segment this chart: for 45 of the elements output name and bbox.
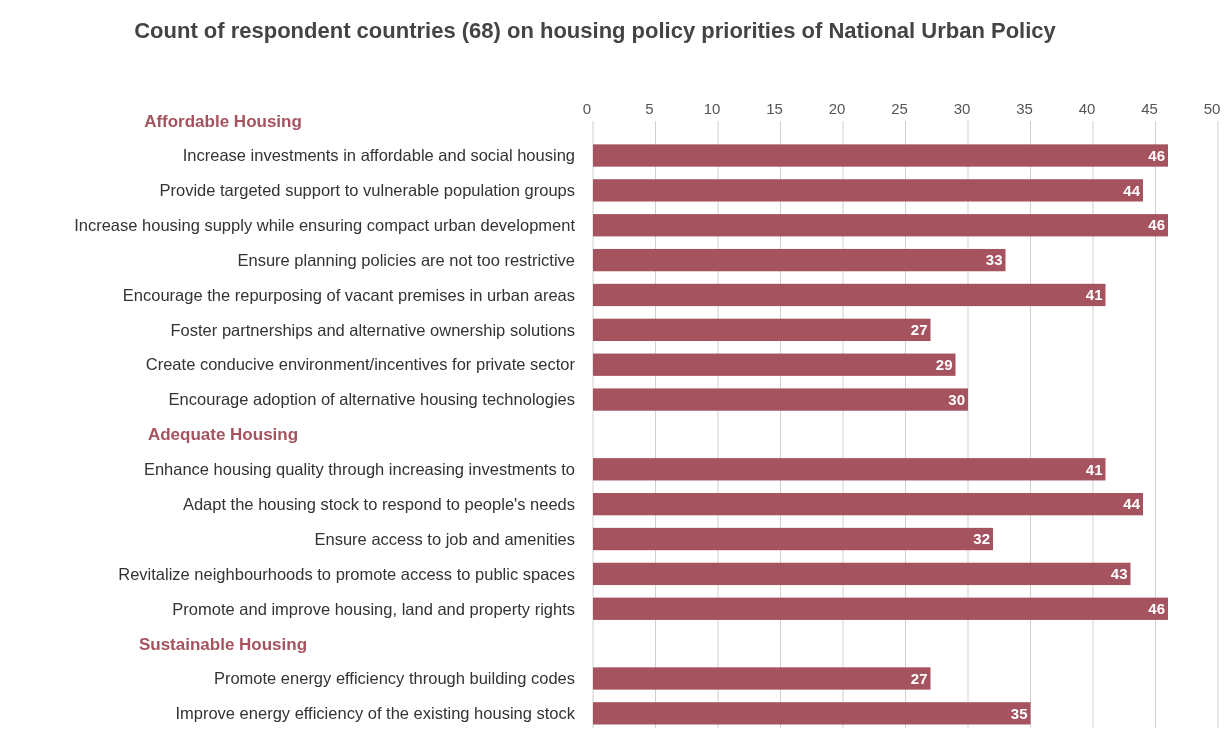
data-label: 27 <box>910 669 928 687</box>
chart-title: Count of respondent countries (68) on housing policy priorities of National Urban Policy <box>134 18 1057 43</box>
x-tick-label: 35 <box>1016 100 1033 117</box>
y-tick-label: Create conducive environment/incentives for private sector <box>145 355 576 374</box>
data-label: 44 <box>1123 181 1141 199</box>
data-label: 32 <box>973 530 990 548</box>
y-tick-label: Adapt the housing stock to respond to people's needs <box>182 494 575 513</box>
y-tick-label: Encourage the repurposing of vacant premises in urban areas <box>122 285 575 304</box>
x-tick-label: 30 <box>953 100 971 117</box>
x-tick-label: 15 <box>766 100 783 117</box>
y-tick-label: Promote energy efficiency through building codes <box>213 669 575 688</box>
x-tick-label: 5 <box>645 100 654 117</box>
x-tick-label: 40 <box>1078 100 1096 117</box>
y-tick-label: Improve energy efficiency of the existing housing stock <box>175 704 576 723</box>
data-label: 35 <box>1010 704 1028 722</box>
y-tick-label: Increase housing supply while ensuring compact urban development <box>74 216 576 235</box>
data-label: 33 <box>985 251 1003 269</box>
y-tick-label: Promote and improve housing, land and property rights <box>172 599 575 618</box>
data-label: 44 <box>1123 495 1141 513</box>
y-tick-label: Encourage adoption of alternative housing technologies <box>168 390 575 409</box>
text: Sustainable Housing <box>138 634 308 654</box>
data-label: 43 <box>1110 565 1128 583</box>
data-label: 41 <box>1085 286 1103 304</box>
y-tick-label: Enhance housing quality through increasing investments to <box>143 460 575 479</box>
x-tick-label: 45 <box>1141 100 1158 117</box>
data-label: 46 <box>1148 146 1165 164</box>
y-tick-label: Ensure access to job and amenities <box>314 529 575 548</box>
data-label: 46 <box>1148 600 1165 618</box>
data-label: 41 <box>1085 460 1103 478</box>
data-label: 27 <box>910 321 928 339</box>
text: Affordable Housing <box>144 111 302 131</box>
data-label: 46 <box>1148 216 1165 234</box>
x-tick-label: 25 <box>891 100 908 117</box>
y-tick-label: Revitalize neighbourhoods to promote access to public spaces <box>118 564 575 583</box>
x-tick-label: 0 <box>582 100 592 117</box>
text: Adequate Housing <box>147 425 299 445</box>
y-tick-label: Ensure planning policies are not too restrictive <box>237 250 575 269</box>
x-tick-label: 10 <box>703 100 721 117</box>
y-tick-label: Foster partnerships and alternative ownership solutions <box>170 320 575 339</box>
x-tick-label: 50 <box>1203 100 1221 117</box>
data-label: 30 <box>948 390 965 408</box>
y-tick-label: Provide targeted support to vulnerable population groups <box>159 181 575 200</box>
y-tick-label: Increase investments in affordable and social housing <box>182 146 575 165</box>
x-tick-label: 20 <box>828 100 846 117</box>
data-label: 29 <box>935 355 953 373</box>
